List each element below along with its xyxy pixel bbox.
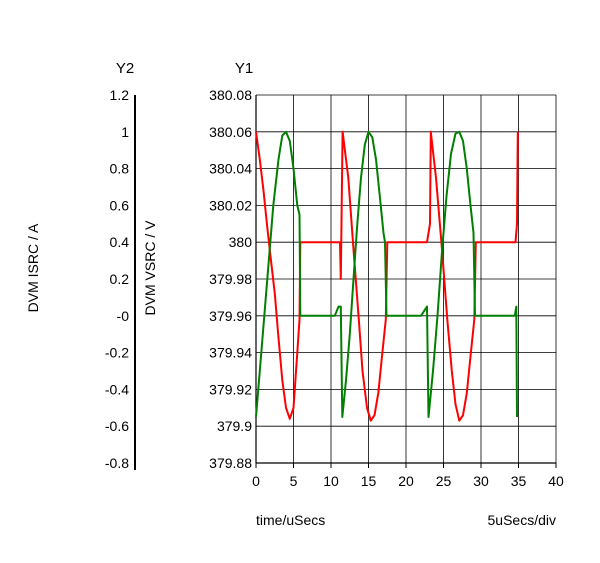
y2-tick-label: -0.2	[105, 345, 129, 361]
y1-axis-title: DVM VSRC / V	[142, 220, 158, 316]
x-tick-label: 10	[323, 473, 339, 489]
y1-tick-label: 379.94	[209, 345, 252, 361]
y1-tick-label: 380.06	[209, 124, 252, 140]
x-tick-label: 25	[436, 473, 452, 489]
y1-tick-label: 379.98	[209, 271, 252, 287]
x-tick-label: 0	[252, 473, 260, 489]
y1-tick-label: 380.04	[209, 161, 252, 177]
y1-tick-label: 380.08	[209, 87, 252, 103]
y2-tick-label: 0.2	[110, 271, 130, 287]
x-tick-label: 35	[511, 473, 527, 489]
series-line-isrc	[255, 130, 518, 418]
y1-tick-label: 379.96	[209, 308, 252, 324]
x-tick-label: 15	[361, 473, 377, 489]
y1-tick-label: 380	[229, 234, 253, 250]
x-tick-label: 30	[473, 473, 489, 489]
y2-tick-label: 0.4	[110, 234, 130, 250]
y1-tick-label: 379.88	[209, 455, 252, 471]
y2-tick-label: 0.6	[110, 197, 130, 213]
y2-tick-label: 1	[121, 124, 129, 140]
axes	[134, 95, 557, 470]
y2-tick-label: -0.4	[105, 381, 129, 397]
x-tick-label: 20	[398, 473, 414, 489]
x-axis-title: time/uSecs	[256, 512, 325, 528]
x-tick-label: 40	[548, 473, 564, 489]
x-tick-label: 5	[290, 473, 298, 489]
tick-labels: 0 5 10 15 20 25 30 35 40 380.08 380.06 380.04 380.02…	[105, 87, 564, 489]
y1-tick-label: 379.9	[217, 418, 252, 434]
x-scale-label: 5uSecs/div	[488, 512, 556, 528]
series-lines	[255, 130, 519, 422]
y2-tick-label: -0.8	[105, 455, 129, 471]
y2-axis-header: Y2	[116, 60, 134, 77]
y1-tick-label: 379.92	[209, 381, 252, 397]
series-line-vsrc	[255, 130, 519, 422]
y2-axis-title: DVM ISRC / A	[25, 223, 41, 312]
y2-tick-label: 1.2	[110, 87, 130, 103]
y1-axis-header: Y1	[235, 60, 253, 77]
y2-tick-label: -0.6	[105, 418, 129, 434]
y2-tick-label: 0.8	[110, 161, 130, 177]
y2-tick-label: -0	[117, 308, 130, 324]
y1-tick-label: 380.02	[209, 197, 252, 213]
